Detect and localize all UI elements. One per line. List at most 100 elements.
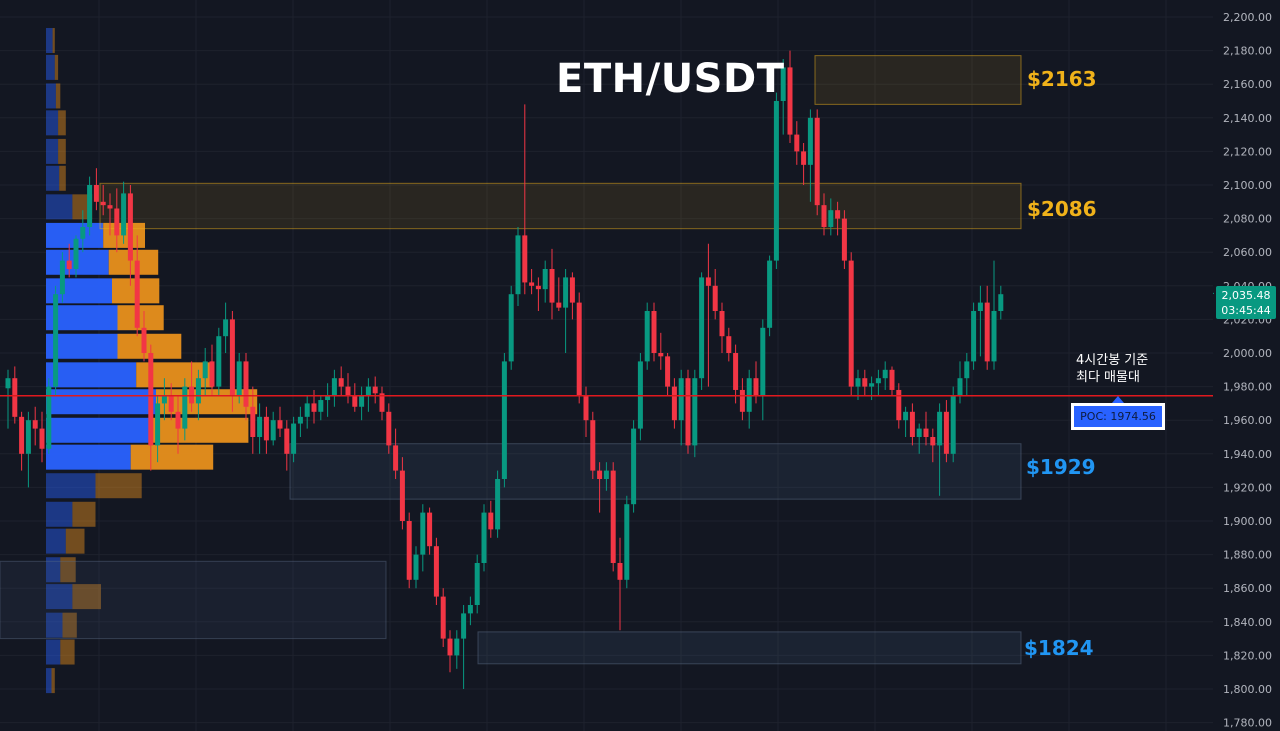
price-axis[interactable]: 2,200.00 2,180.00 2,160.00 2,140.00 2,120.00…	[1214, 0, 1280, 731]
candle-body	[590, 420, 596, 471]
candle-body	[712, 285, 718, 311]
candle-body	[563, 277, 569, 308]
candle-body	[250, 406, 256, 437]
candle-body	[671, 386, 677, 421]
candle-body	[338, 378, 344, 387]
profile-buy-bar	[46, 110, 59, 136]
candle-body	[617, 563, 623, 580]
candle-body	[855, 378, 861, 387]
candle-body	[821, 205, 827, 227]
candle-body	[705, 277, 711, 286]
candle-body	[923, 428, 929, 437]
candle-body	[583, 395, 589, 421]
candle-body	[427, 512, 433, 547]
profile-sell-bar	[108, 249, 159, 275]
candle-body	[236, 361, 242, 395]
poc-marker	[1112, 396, 1124, 403]
candle-body	[692, 378, 698, 446]
candle-body	[529, 282, 535, 286]
candle-body	[284, 428, 290, 454]
profile-buy-bar	[46, 668, 52, 694]
candle-body	[733, 353, 739, 390]
annotation-line-1: 4시간봉 기준	[1076, 353, 1149, 368]
candle-body	[950, 395, 956, 454]
candle-body	[841, 218, 847, 261]
candle-body	[835, 210, 841, 219]
profile-sell-bar	[55, 83, 61, 109]
profile-sell-bar	[51, 668, 55, 694]
candle-body	[66, 260, 72, 269]
candle-body	[542, 269, 548, 290]
candle-body	[903, 411, 909, 421]
profile-sell-bar	[60, 639, 75, 665]
price-tick-label: 2,120.00	[1223, 145, 1272, 158]
candle-countdown: 03:45:44	[1221, 304, 1271, 317]
candle-body	[726, 336, 732, 353]
profile-sell-bar	[117, 305, 164, 331]
candle-body	[100, 201, 106, 206]
profile-sell-bar	[72, 501, 96, 527]
profile-buy-bar	[46, 501, 73, 527]
profile-sell-bar	[150, 417, 249, 443]
candle-body	[461, 613, 467, 639]
candle-body	[433, 546, 439, 597]
candle-body	[148, 353, 154, 446]
candle-body	[569, 277, 575, 303]
candle-body	[658, 353, 664, 357]
candle-body	[719, 311, 725, 337]
candle-body	[39, 428, 45, 449]
candle-body	[365, 386, 371, 395]
price-tick-label: 2,140.00	[1223, 112, 1272, 125]
candle-body	[943, 411, 949, 454]
candle-body	[828, 210, 834, 227]
zone-box	[99, 182, 1022, 230]
candle-body	[127, 193, 133, 261]
profile-sell-bar	[136, 362, 214, 388]
candle-body	[971, 311, 977, 362]
candle-body	[773, 101, 779, 261]
candle-body	[80, 227, 86, 239]
profile-sell-bar	[72, 584, 101, 610]
candle-body	[297, 416, 303, 424]
candle-body	[107, 205, 113, 209]
price-tick-label: 1,900.00	[1223, 515, 1272, 528]
candle-body	[848, 260, 854, 387]
profile-buy-bar	[46, 417, 151, 443]
candle-body	[291, 423, 297, 454]
candle-body	[624, 504, 630, 580]
candle-body	[19, 416, 25, 454]
candle-body	[495, 479, 501, 530]
price-tick-label: 1,960.00	[1223, 414, 1272, 427]
profile-buy-bar	[46, 557, 61, 583]
candle-body	[909, 411, 915, 437]
candle-body	[787, 67, 793, 135]
candle-body	[501, 361, 507, 479]
price-tick-label: 1,800.00	[1223, 683, 1272, 696]
candle-body	[896, 389, 902, 421]
candle-body	[957, 378, 963, 395]
candle-body	[447, 638, 453, 656]
zone-box	[0, 560, 387, 640]
candle-body	[753, 378, 759, 395]
chart-title: ETH/USDT	[556, 56, 785, 102]
price-tick-label: 1,880.00	[1223, 549, 1272, 562]
candle-body	[576, 302, 582, 395]
zone-box	[289, 443, 1022, 500]
zone-label-support-mid: $1929	[1026, 455, 1096, 479]
zone-box	[814, 55, 1022, 105]
candle-body	[195, 378, 201, 404]
candle-body	[304, 403, 310, 417]
candle-body	[440, 596, 446, 639]
candle-body	[739, 389, 745, 412]
profile-buy-bar	[46, 28, 53, 54]
candle-body	[631, 428, 637, 505]
candle-body	[223, 319, 229, 337]
candle-body	[998, 294, 1004, 311]
candle-body	[379, 393, 385, 412]
profile-buy-bar	[46, 138, 59, 164]
candle-body	[467, 605, 473, 614]
candle-body	[114, 208, 120, 236]
annotation-line-2: 최다 매물대	[1076, 370, 1140, 385]
price-tick-label: 1,860.00	[1223, 582, 1272, 595]
